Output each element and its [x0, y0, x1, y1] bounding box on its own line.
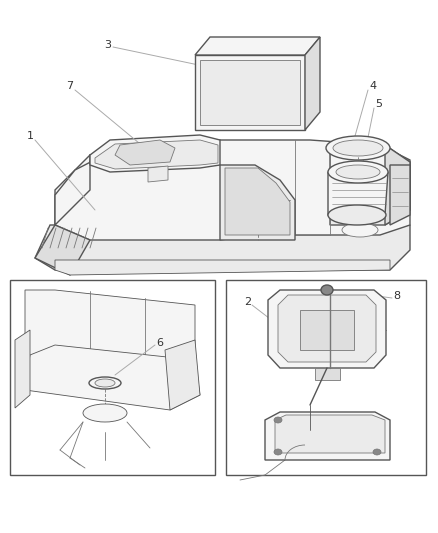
Polygon shape — [268, 290, 386, 368]
Polygon shape — [55, 152, 110, 225]
Polygon shape — [25, 345, 200, 410]
Ellipse shape — [274, 417, 282, 423]
Bar — [226, 280, 426, 475]
Polygon shape — [225, 168, 290, 235]
Polygon shape — [165, 340, 200, 410]
Polygon shape — [55, 260, 390, 275]
Polygon shape — [278, 295, 376, 362]
Polygon shape — [275, 415, 385, 453]
Polygon shape — [148, 166, 168, 182]
Text: 7: 7 — [67, 81, 74, 91]
Polygon shape — [35, 225, 90, 275]
Ellipse shape — [274, 449, 282, 455]
Bar — [200, 60, 300, 125]
Text: 2: 2 — [244, 297, 251, 307]
Ellipse shape — [321, 285, 333, 295]
Polygon shape — [55, 140, 410, 240]
Polygon shape — [25, 290, 195, 375]
Ellipse shape — [326, 136, 390, 160]
Polygon shape — [15, 330, 30, 408]
Polygon shape — [195, 37, 320, 55]
Polygon shape — [330, 195, 410, 225]
Ellipse shape — [83, 404, 127, 422]
Text: 3: 3 — [105, 40, 112, 50]
Text: 8: 8 — [393, 291, 401, 301]
Bar — [195, 55, 305, 130]
Ellipse shape — [336, 165, 380, 179]
Ellipse shape — [328, 161, 388, 183]
Polygon shape — [265, 412, 390, 460]
Polygon shape — [300, 310, 354, 350]
Ellipse shape — [333, 140, 383, 156]
Ellipse shape — [89, 377, 121, 389]
Ellipse shape — [342, 223, 378, 237]
Polygon shape — [315, 368, 340, 380]
Text: 4: 4 — [369, 81, 377, 91]
Ellipse shape — [373, 449, 381, 455]
Polygon shape — [115, 140, 175, 165]
Polygon shape — [35, 225, 410, 270]
Polygon shape — [90, 135, 220, 172]
Polygon shape — [220, 165, 295, 240]
Polygon shape — [328, 172, 388, 220]
Polygon shape — [305, 37, 320, 130]
Text: 5: 5 — [375, 99, 382, 109]
Polygon shape — [390, 165, 410, 225]
Bar — [10, 280, 215, 475]
Ellipse shape — [328, 205, 386, 225]
Ellipse shape — [95, 379, 115, 387]
Polygon shape — [330, 145, 410, 195]
Polygon shape — [95, 140, 218, 169]
Text: 6: 6 — [156, 338, 163, 348]
Text: 1: 1 — [27, 131, 33, 141]
Polygon shape — [385, 145, 410, 225]
